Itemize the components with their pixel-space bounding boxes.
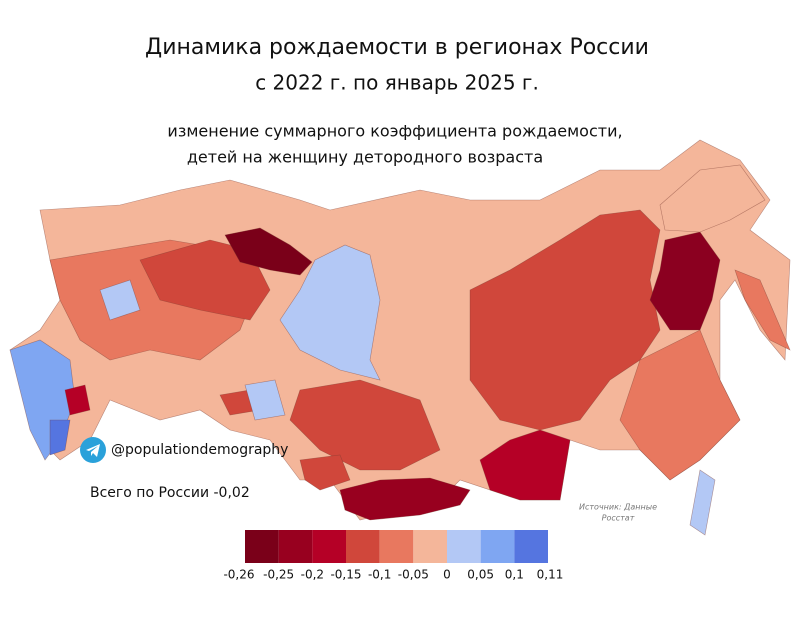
legend-tick-label: -0,05 bbox=[398, 568, 429, 582]
legend-swatch bbox=[413, 530, 447, 563]
legend: -0,26 -0,25 -0,2 -0,15 -0,1 -0,05 0 0,05 0,1 0,11 bbox=[223, 530, 563, 582]
channel: @populationdemography bbox=[111, 442, 288, 458]
region bbox=[49, 419, 71, 456]
source: Источник: Данные bbox=[579, 503, 657, 512]
legend-swatch bbox=[245, 530, 279, 563]
region bbox=[289, 379, 441, 471]
telegram-plane bbox=[86, 444, 100, 457]
map bbox=[9, 139, 791, 536]
subtitle: с 2022 г. по январь 2025 г. bbox=[255, 71, 539, 95]
description: изменение суммарного коэффициента рождае… bbox=[167, 122, 622, 141]
legend-tick-label: 0,1 bbox=[505, 568, 524, 582]
region bbox=[279, 244, 381, 381]
region bbox=[64, 384, 91, 416]
region bbox=[299, 454, 351, 491]
legend-swatch bbox=[346, 530, 380, 563]
legend-swatch bbox=[379, 530, 414, 563]
legend-tick-label: 0 bbox=[443, 568, 451, 582]
region bbox=[619, 329, 741, 481]
title: Динамика рождаемости в регионах России bbox=[145, 35, 649, 60]
legend-swatch bbox=[480, 530, 515, 563]
region bbox=[339, 477, 471, 521]
legend-tick-label: -0,2 bbox=[301, 568, 324, 582]
source: Росстат bbox=[602, 514, 635, 523]
region bbox=[689, 469, 716, 536]
region bbox=[479, 429, 571, 501]
region bbox=[99, 279, 141, 321]
description: детей на женщину детородного возраста bbox=[187, 148, 543, 167]
legend-tick-label: -0,25 bbox=[263, 568, 294, 582]
region bbox=[139, 239, 271, 321]
region bbox=[659, 164, 766, 233]
legend-tick-label: 0,05 bbox=[467, 568, 494, 582]
region bbox=[734, 269, 791, 351]
legend-swatch bbox=[278, 530, 313, 563]
legend-tick-label: 0,11 bbox=[537, 568, 564, 582]
telegram-icon bbox=[80, 437, 106, 463]
region bbox=[244, 379, 286, 421]
region bbox=[469, 209, 661, 431]
legend-tick-label: -0,15 bbox=[330, 568, 361, 582]
legend-tick-label: -0,1 bbox=[368, 568, 391, 582]
region bbox=[224, 227, 313, 276]
legend-swatch bbox=[447, 530, 481, 563]
legend-tick-label: -0,26 bbox=[223, 568, 254, 582]
total: Всего по России -0,02 bbox=[90, 485, 250, 501]
legend-swatch bbox=[514, 530, 548, 563]
legend-swatch bbox=[312, 530, 346, 563]
